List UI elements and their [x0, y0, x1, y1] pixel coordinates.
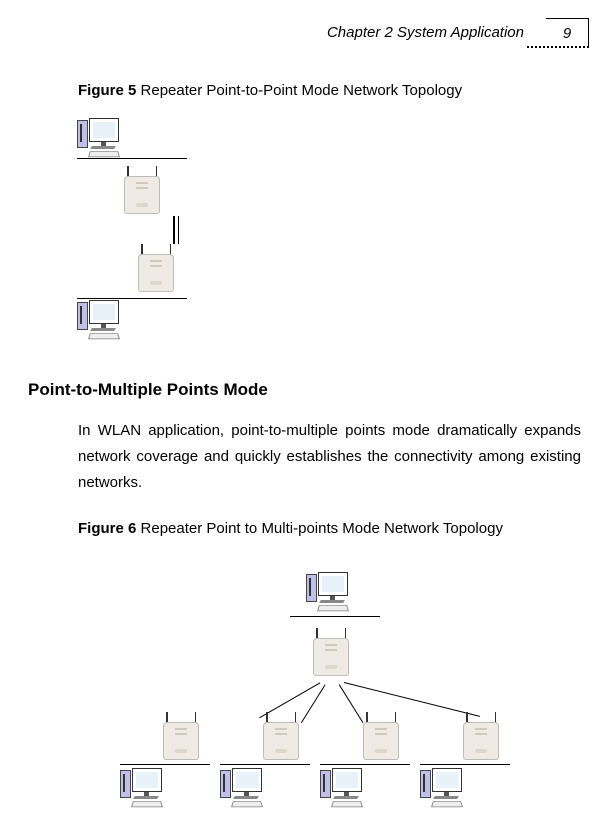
- figure5-caption: Figure 5 Repeater Point-to-Point Mode Ne…: [78, 82, 462, 99]
- computer-icon: [320, 768, 364, 808]
- body-paragraph: In WLAN application, point-to-multiple p…: [78, 418, 581, 496]
- computer-icon: [77, 300, 121, 340]
- computer-icon: [420, 768, 464, 808]
- segment-line: [420, 764, 510, 765]
- figure5-caption-text: Repeater Point-to-Point Mode Network Top…: [141, 82, 463, 99]
- figure5-diagram: [77, 118, 257, 348]
- figure6-caption-text: Repeater Point to Multi-points Mode Netw…: [141, 520, 503, 537]
- computer-icon: [306, 572, 350, 612]
- repeater-icon: [360, 712, 402, 760]
- repeater-icon: [310, 628, 352, 676]
- figure6-label: Figure 6: [78, 520, 136, 537]
- page-header: Chapter 2 System Application 9: [327, 18, 589, 47]
- repeater-icon: [135, 244, 177, 292]
- figure5-label: Figure 5: [78, 82, 136, 99]
- section-heading: Point-to-Multiple Points Mode: [28, 380, 268, 400]
- figure6-diagram: [120, 572, 520, 812]
- segment-line: [120, 764, 210, 765]
- figure6-caption: Figure 6 Repeater Point to Multi-points …: [78, 518, 518, 540]
- repeater-icon: [260, 712, 302, 760]
- segment-line: [290, 616, 380, 617]
- header-dotted-rule: [527, 46, 589, 48]
- repeater-icon: [160, 712, 202, 760]
- segment-line: [77, 158, 187, 159]
- segment-line: [320, 764, 410, 765]
- computer-icon: [220, 768, 264, 808]
- chapter-title: Chapter 2 System Application: [327, 24, 524, 41]
- computer-icon: [120, 768, 164, 808]
- page: Chapter 2 System Application 9 Figure 5 …: [0, 0, 609, 824]
- page-number: 9: [563, 25, 571, 42]
- segment-line: [220, 764, 310, 765]
- segment-line: [77, 298, 187, 299]
- computer-icon: [77, 118, 121, 158]
- repeater-icon: [460, 712, 502, 760]
- wireless-link-icon: [173, 216, 179, 244]
- page-number-box: 9: [546, 18, 589, 47]
- repeater-icon: [121, 166, 163, 214]
